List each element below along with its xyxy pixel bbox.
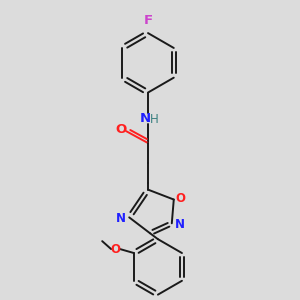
Text: O: O	[110, 243, 120, 256]
Text: F: F	[143, 14, 153, 27]
Text: O: O	[116, 123, 127, 136]
Text: N: N	[175, 218, 185, 231]
Text: N: N	[116, 212, 126, 225]
Text: N: N	[140, 112, 151, 125]
Text: H: H	[150, 113, 158, 126]
Text: O: O	[176, 192, 186, 205]
